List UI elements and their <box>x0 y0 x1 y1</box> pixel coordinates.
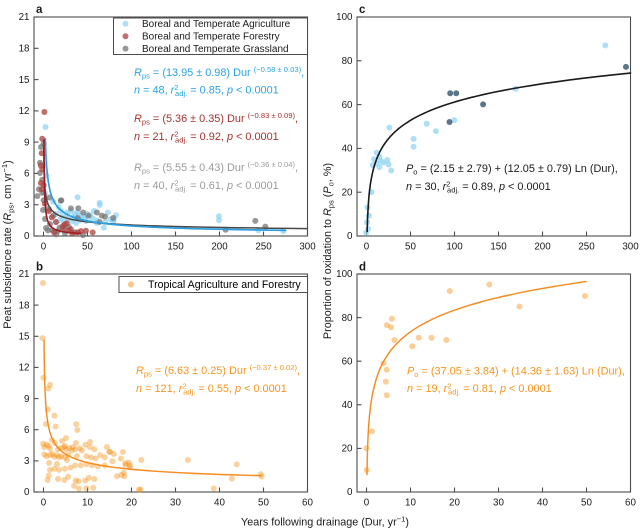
svg-text:9: 9 <box>24 394 29 405</box>
svg-text:Tropical Agriculture and Fores: Tropical Agriculture and Forestry <box>148 279 301 291</box>
svg-text:Rps = (5.55 ± 0.43) Dur (−0.36: Rps = (5.55 ± 0.43) Dur (−0.36 ± 0.04), <box>134 160 298 176</box>
svg-text:30: 30 <box>170 497 181 508</box>
svg-text:Rps = (6.63 ± 0.25) Dur (−0.37: Rps = (6.63 ± 0.25) Dur (−0.37 ± 0.02), <box>136 363 300 379</box>
svg-text:21: 21 <box>19 269 30 280</box>
svg-text:b: b <box>36 262 43 274</box>
svg-text:30: 30 <box>493 497 504 508</box>
svg-text:60: 60 <box>625 497 636 508</box>
svg-text:12: 12 <box>19 363 30 374</box>
svg-text:15: 15 <box>19 75 30 86</box>
svg-text:18: 18 <box>19 300 30 311</box>
svg-text:0: 0 <box>41 241 47 252</box>
svg-text:200: 200 <box>534 241 551 252</box>
svg-text:80: 80 <box>342 313 353 324</box>
svg-text:50: 50 <box>405 241 416 252</box>
svg-text:0: 0 <box>41 497 47 508</box>
svg-text:0: 0 <box>364 497 370 508</box>
svg-text:0: 0 <box>24 487 30 498</box>
svg-text:40: 40 <box>342 400 353 411</box>
svg-text:Po = (2.15 ± 2.79) + (12.05 ±: Po = (2.15 ± 2.79) + (12.05 ± 0.79) Ln (… <box>406 163 618 177</box>
svg-text:100: 100 <box>446 241 463 252</box>
svg-text:40: 40 <box>537 497 548 508</box>
svg-text:a: a <box>36 4 43 16</box>
svg-text:21: 21 <box>19 12 30 23</box>
svg-text:Years following drainage (Dur,: Years following drainage (Dur, yr−1) <box>241 515 409 529</box>
svg-text:20: 20 <box>449 497 460 508</box>
svg-text:3: 3 <box>24 456 30 467</box>
svg-text:250: 250 <box>255 241 272 252</box>
svg-text:20: 20 <box>342 444 353 455</box>
svg-text:15: 15 <box>19 332 30 343</box>
svg-text:80: 80 <box>342 56 353 67</box>
svg-text:300: 300 <box>299 241 316 252</box>
svg-text:100: 100 <box>336 269 353 280</box>
svg-text:Boreal and Temperate Grassland: Boreal and Temperate Grassland <box>142 44 289 55</box>
svg-text:50: 50 <box>258 497 269 508</box>
svg-text:3: 3 <box>24 200 30 211</box>
svg-text:6: 6 <box>24 169 30 180</box>
svg-text:60: 60 <box>342 356 353 367</box>
svg-text:100: 100 <box>123 241 140 252</box>
svg-text:10: 10 <box>82 497 93 508</box>
svg-text:150: 150 <box>167 241 184 252</box>
svg-text:18: 18 <box>19 44 30 55</box>
svg-text:200: 200 <box>211 241 228 252</box>
svg-text:20: 20 <box>126 497 137 508</box>
svg-text:40: 40 <box>214 497 225 508</box>
svg-text:150: 150 <box>490 241 507 252</box>
svg-text:Rps = (13.95 ± 0.98) Dur (−0.5: Rps = (13.95 ± 0.98) Dur (−0.58 ± 0.03), <box>134 65 304 81</box>
svg-text:0: 0 <box>24 231 30 242</box>
svg-text:100: 100 <box>336 12 353 23</box>
svg-text:Boreal and Temperate Forestry: Boreal and Temperate Forestry <box>142 32 280 43</box>
svg-text:0: 0 <box>347 231 353 242</box>
svg-text:0: 0 <box>364 241 370 252</box>
svg-text:300: 300 <box>622 241 639 252</box>
svg-text:60: 60 <box>302 497 313 508</box>
svg-text:250: 250 <box>578 241 595 252</box>
svg-text:Rps = (5.36 ± 0.35) Dur (−0.83: Rps = (5.36 ± 0.35) Dur (−0.83 ± 0.09), <box>134 111 298 127</box>
svg-text:50: 50 <box>581 497 592 508</box>
svg-text:c: c <box>359 4 366 16</box>
svg-text:Peat subsidence rate (Rps, cm: Peat subsidence rate (Rps, cm yr−1) <box>0 160 16 329</box>
svg-text:20: 20 <box>342 187 353 198</box>
svg-text:10: 10 <box>405 497 416 508</box>
svg-text:9: 9 <box>24 137 29 148</box>
svg-text:Po = (37.05 ± 3.84) + (14.36 ±: Po = (37.05 ± 3.84) + (14.36 ± 1.63) Ln … <box>407 366 625 380</box>
svg-text:12: 12 <box>19 106 30 117</box>
svg-text:Proportion of oxidation to Rps: Proportion of oxidation to Rps (Po, %) <box>322 163 336 339</box>
svg-text:0: 0 <box>347 487 353 498</box>
svg-text:50: 50 <box>82 241 93 252</box>
svg-text:Boreal and Temperate Agricultu: Boreal and Temperate Agriculture <box>142 19 291 30</box>
svg-text:6: 6 <box>24 425 30 436</box>
svg-text:d: d <box>359 262 366 274</box>
svg-text:60: 60 <box>342 100 353 111</box>
svg-text:40: 40 <box>342 144 353 155</box>
